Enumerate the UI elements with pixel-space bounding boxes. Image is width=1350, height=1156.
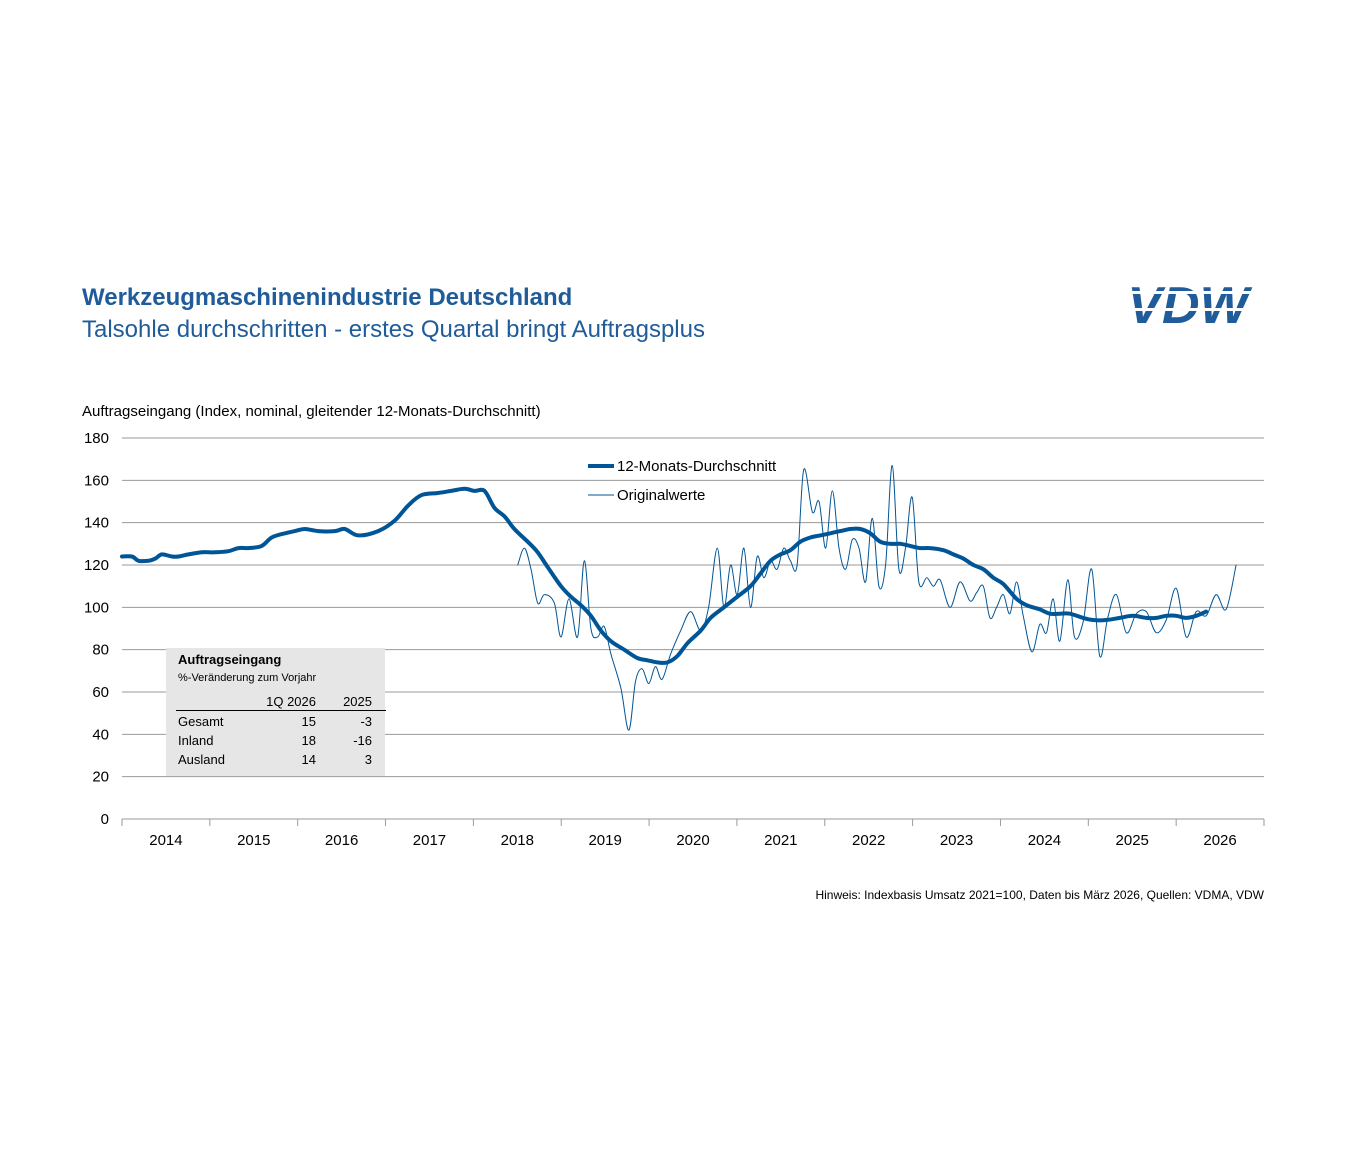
- table-cell: 14: [301, 752, 316, 767]
- table-title: Auftragseingang: [178, 652, 282, 667]
- series-line-original: [517, 464, 1237, 731]
- legend-label: Originalwerte: [617, 487, 705, 504]
- legend: 12-Monats-Durchschnitt Originalwerte: [588, 458, 777, 504]
- legend-label: 12-Monats-Durchschnitt: [617, 458, 777, 475]
- x-tick-label: 2022: [852, 832, 885, 849]
- table-header-cell: 2025: [343, 694, 372, 709]
- page-subtitle: Talsohle durchschritten - erstes Quartal…: [82, 316, 705, 343]
- x-tick-label: 2019: [588, 832, 621, 849]
- table-cell: Gesamt: [178, 714, 224, 729]
- y-tick-label: 60: [92, 684, 109, 701]
- series-line-average: [120, 486, 1209, 665]
- y-tick-label: 0: [101, 811, 109, 828]
- x-tick-label: 2021: [764, 832, 797, 849]
- x-tick-label: 2025: [1116, 832, 1149, 849]
- y-tick-label: 160: [84, 472, 109, 489]
- x-axis: 2014 2015 2016 2017 2018 2019 2020 2021 2022 2023…: [121, 818, 1265, 849]
- table-cell: -3: [360, 714, 372, 729]
- table-subtitle: %-Veränderung zum Vorjahr: [178, 672, 317, 684]
- y-axis-label: Auftragseingang (Index, nominal, gleiten…: [82, 403, 541, 420]
- logo-text: VDW: [1127, 279, 1252, 327]
- y-tick-label: 140: [84, 515, 109, 532]
- x-tick-label: 2023: [940, 832, 973, 849]
- table-cell: 15: [301, 714, 316, 729]
- y-tick-label: 180: [84, 430, 109, 447]
- table-cell: Inland: [178, 733, 214, 748]
- y-tick-label: 120: [84, 557, 109, 574]
- table-row: Inland 18 -16: [178, 733, 374, 751]
- x-tick-label: 2020: [676, 832, 709, 849]
- x-tick-label: 2016: [325, 832, 358, 849]
- table-row: Ausland 14 3: [178, 752, 374, 770]
- table-row: Gesamt 15 -3: [178, 714, 374, 732]
- x-tick-label: 2026: [1203, 832, 1236, 849]
- x-tick-label: 2024: [1028, 832, 1061, 849]
- x-tick-label: 2014: [149, 832, 182, 849]
- y-tick-label: 20: [92, 769, 109, 786]
- y-tick-label: 80: [92, 642, 109, 659]
- table-cell: 18: [301, 733, 316, 748]
- table-header-row: 1Q 2026 2025: [178, 694, 374, 712]
- order-intake-table: Auftragseingang %-Veränderung zum Vorjah…: [166, 648, 386, 776]
- table-header-cell: 1Q 2026: [266, 694, 316, 709]
- x-tick-label: 2017: [413, 832, 446, 849]
- vdw-logo: VDW: [1127, 279, 1252, 327]
- x-tick-label: 2015: [237, 832, 270, 849]
- table-divider: [176, 710, 386, 711]
- series-lines: [120, 464, 1237, 731]
- page-title: Werkzeugmaschinenindustrie Deutschland: [82, 284, 573, 311]
- x-tick-label: 2018: [501, 832, 534, 849]
- y-tick-label: 100: [84, 599, 109, 616]
- table-cell: 3: [364, 752, 372, 767]
- table-cell: -16: [353, 733, 372, 748]
- table-cell: Ausland: [178, 752, 225, 767]
- footnote: Hinweis: Indexbasis Umsatz 2021=100, Dat…: [815, 888, 1264, 902]
- y-tick-labels: 0 20 40 60 80 100 120 140 160 180: [84, 430, 109, 828]
- y-tick-label: 40: [92, 726, 109, 743]
